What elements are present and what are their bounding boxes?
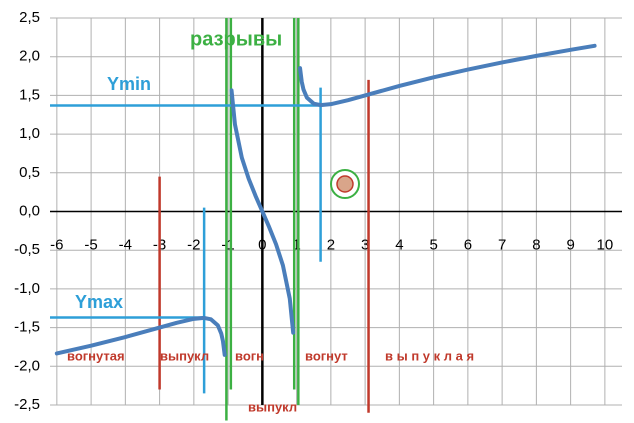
y-tick-label: 2,0: [19, 48, 40, 65]
annotation: выпукл: [248, 399, 297, 414]
annotation: в ы п у к л а я: [385, 348, 474, 363]
y-tick-label: -2,5: [14, 396, 40, 413]
x-tick-label: 9: [566, 236, 574, 253]
annotation: Ymin: [107, 74, 151, 94]
x-tick-label: 1: [292, 236, 300, 253]
y-tick-label: -0,5: [14, 241, 40, 258]
y-tick-label: 0,0: [19, 202, 40, 219]
x-tick-label: 3: [361, 236, 369, 253]
y-tick-label: -1,5: [14, 319, 40, 336]
y-tick-label: 2,5: [19, 9, 40, 26]
annotation: разрывы: [190, 28, 282, 50]
x-tick-label: 6: [464, 236, 472, 253]
x-tick-label: -5: [84, 236, 97, 253]
y-tick-label: 1,0: [19, 125, 40, 142]
x-tick-label: 2: [327, 236, 335, 253]
y-tick-label: 1,5: [19, 86, 40, 103]
x-tick-label: -2: [187, 236, 200, 253]
curve: [54, 43, 597, 357]
y-tick-label: -2,0: [14, 357, 40, 374]
y-tick-label: 0,5: [19, 164, 40, 181]
annotation: Ymax: [75, 292, 123, 312]
annotation: вогн: [235, 348, 264, 363]
annotation: вогнут: [305, 348, 348, 363]
logo-face: [336, 175, 354, 193]
x-tick-label: -1: [221, 236, 234, 253]
x-tick-label: -6: [50, 236, 63, 253]
x-tick-label: 5: [429, 236, 437, 253]
x-tick-label: 4: [395, 236, 403, 253]
x-tick-label: 0: [258, 236, 266, 253]
annotation: выпукл: [160, 348, 209, 363]
x-tick-label: 10: [597, 236, 614, 253]
x-tick-label: 8: [532, 236, 540, 253]
annotation: вогнутая: [67, 348, 125, 363]
y-tick-label: -1,0: [14, 280, 40, 297]
x-tick-label: 7: [498, 236, 506, 253]
x-tick-label: -4: [119, 236, 132, 253]
